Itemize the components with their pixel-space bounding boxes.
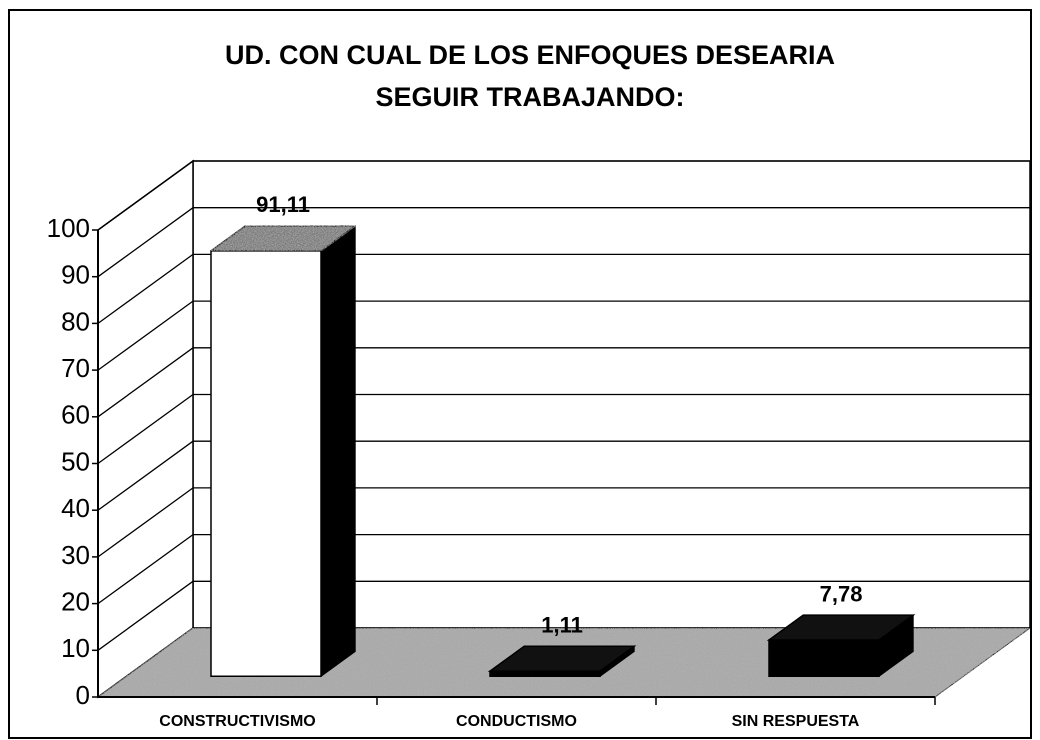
grid-line: [97, 393, 1030, 465]
bar-side: [320, 224, 356, 678]
chart-title: SEGUIR TRABAJANDO:: [375, 82, 684, 112]
x-tick-label: CONDUCTISMO: [456, 713, 577, 730]
grid-line: [97, 487, 1030, 558]
bar-top: [208, 225, 358, 252]
value-label: 91,11: [256, 192, 310, 217]
value-label: 1,11: [541, 613, 583, 638]
grid-line: [97, 207, 1030, 278]
y-tick-label: 50: [61, 446, 90, 476]
value-label: 7,78: [820, 581, 863, 606]
bar-front: [489, 670, 601, 678]
y-tick-label: 90: [61, 260, 90, 290]
bar-front: [768, 639, 880, 678]
grid-line: [97, 533, 1030, 605]
grid-line: [97, 253, 1030, 324]
y-tick-label: 30: [61, 540, 90, 570]
grid-line: [97, 160, 1030, 231]
bar-top: [487, 645, 637, 672]
y-tick-label: 10: [61, 633, 90, 663]
chart-title: UD. CON CUAL DE LOS ENFOQUES DESEARIA: [225, 40, 835, 70]
y-tick-label: 70: [61, 353, 90, 383]
grid-line: [97, 580, 1030, 651]
y-tick-label: 60: [61, 400, 90, 430]
bar-front: [210, 250, 322, 678]
grid-line: [97, 440, 1030, 511]
y-tick-label: 100: [47, 213, 90, 243]
y-tick-label: 20: [61, 586, 90, 616]
x-tick-label: CONSTRUCTIVISMO: [159, 713, 315, 730]
grid-line: [97, 347, 1030, 418]
grid-line: [97, 300, 1030, 371]
y-tick-label: 0: [76, 680, 90, 710]
bar-top: [766, 614, 916, 641]
x-tick-label: SIN RESPUESTA: [732, 713, 860, 730]
y-tick-label: 40: [61, 493, 90, 523]
y-tick-label: 80: [61, 306, 90, 336]
chart-border: [8, 9, 1032, 739]
